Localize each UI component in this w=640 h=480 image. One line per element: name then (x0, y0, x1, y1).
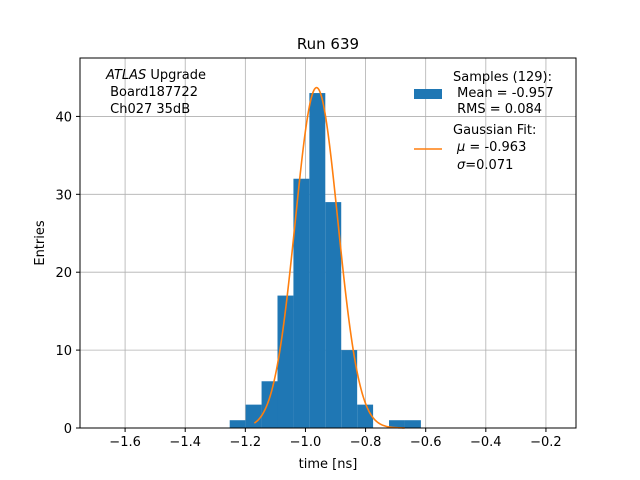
x-tick-label-1: −1.4 (169, 435, 201, 450)
histogram-bar-3 (277, 295, 294, 428)
histogram-bar-1 (245, 404, 262, 428)
legend-fit-sigma: σ=0.071 (457, 158, 513, 173)
histogram-bar-4 (293, 178, 310, 428)
y-axis-ticks: 0 10 20 30 40 (55, 110, 80, 437)
y-tick-label-4: 40 (55, 110, 72, 125)
legend-samples-line-3: RMS = 0.084 (453, 102, 542, 117)
gaussian-fit-curve (253, 86, 405, 429)
plot-frame (79, 57, 577, 429)
legend-fit-line-1: Gaussian Fit: (453, 123, 536, 138)
x-tick-label-3: −1.0 (290, 435, 322, 450)
annotation-atlas: ATLAS (105, 68, 146, 83)
x-axis-ticks: −1.6 −1.4 −1.2 −1.0 −0.8 −0.6 −0.4 −0.2 (109, 428, 562, 450)
legend-samples-line-1: Samples (129): (453, 70, 552, 85)
histogram-bar-5 (309, 93, 326, 428)
histogram-bar-10 (389, 420, 405, 428)
legend-sigma-value: =0.071 (465, 158, 513, 173)
legend-mu-value: = -0.963 (465, 140, 526, 155)
y-tick-label-3: 30 (55, 188, 72, 203)
histogram-bar-8 (357, 404, 374, 428)
x-axis-label: time [ns] (299, 457, 358, 472)
legend-samples-swatch (414, 89, 442, 99)
y-tick-label-1: 10 (55, 344, 72, 359)
y-tick-label-0: 0 (64, 422, 72, 437)
histogram-bar-6 (325, 202, 342, 428)
histogram-bar-2 (261, 381, 278, 428)
y-axis-label: Entries (33, 220, 48, 266)
annotation-line-3: Ch027 35dB (106, 102, 190, 117)
x-gridlines (124, 58, 547, 428)
histogram-bar-0 (229, 420, 246, 428)
chart-title: Run 639 (297, 35, 359, 53)
histogram-bar-11 (404, 420, 421, 428)
x-tick-label-0: −1.6 (109, 435, 141, 450)
x-tick-label-4: −0.8 (350, 435, 382, 450)
histogram-bar-7 (341, 350, 358, 428)
x-tick-label-2: −1.2 (230, 435, 262, 450)
legend-samples-line-2: Mean = -0.957 (453, 86, 554, 101)
annotation-line-1: ATLAS Upgrade (105, 68, 206, 83)
x-tick-label-5: −0.6 (410, 435, 442, 450)
x-tick-label-6: −0.4 (470, 435, 502, 450)
y-tick-label-2: 20 (55, 266, 72, 281)
legend-sigma-symbol: σ (457, 158, 466, 173)
legend-fit-mu: μ = -0.963 (456, 140, 526, 155)
annotation-upgrade: Upgrade (146, 68, 206, 83)
legend: Samples (129): Mean = -0.957 RMS = 0.084… (414, 70, 554, 173)
histogram-bars (229, 93, 421, 428)
annotation-line-2: Board187722 (106, 85, 198, 100)
legend-mu-symbol: μ (456, 140, 465, 155)
x-tick-label-7: −0.2 (530, 435, 562, 450)
atlas-annotation: ATLAS Upgrade Board187722 Ch027 35dB (105, 68, 206, 117)
